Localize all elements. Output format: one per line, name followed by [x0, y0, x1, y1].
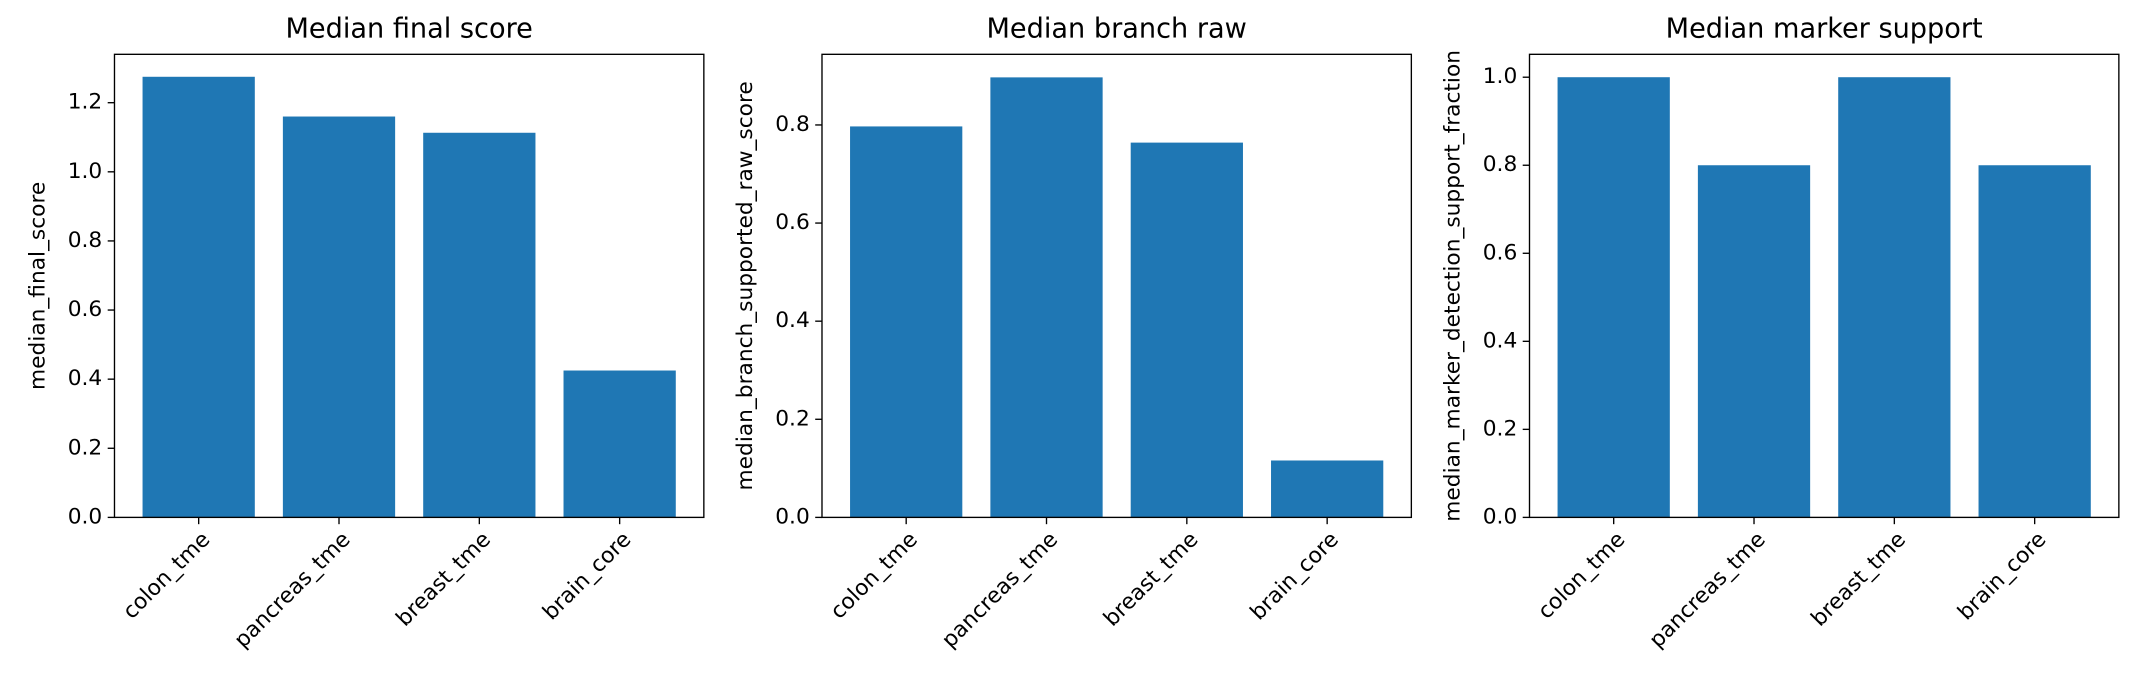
y-tick-label: 1.0	[68, 159, 103, 184]
y-tick-label: 0.8	[1483, 152, 1518, 177]
y-tick-label: 0.0	[1483, 504, 1518, 529]
y-tick-label: 0.4	[68, 366, 103, 391]
bar	[990, 77, 1103, 518]
x-tick-label: brain_core	[1953, 527, 2051, 625]
x-tick-label: colon_tme	[1533, 527, 1630, 624]
y-tick-label: 0.2	[68, 435, 103, 460]
x-tick-label: breast_tme	[392, 527, 496, 631]
y-tick-label: 0.6	[68, 297, 103, 322]
y-tick-label: 0.0	[775, 504, 810, 529]
bar	[1271, 460, 1384, 518]
bar	[1838, 77, 1951, 518]
y-tick-label: 0.6	[775, 210, 810, 235]
y-tick-label: 0.6	[1483, 240, 1518, 265]
bar	[850, 126, 963, 518]
x-tick-label: pancreas_tme	[1645, 527, 1771, 653]
chart-title: Median final score	[285, 13, 532, 44]
bar	[142, 76, 255, 518]
y-axis-label: median_final_score	[25, 182, 50, 390]
x-tick-label: colon_tme	[118, 527, 215, 624]
y-axis-label: median_branch_supported_raw_score	[733, 81, 758, 490]
axes-frame	[821, 53, 1413, 519]
y-tick-label: 1.0	[1483, 64, 1518, 89]
y-axis-label: median_marker_detection_support_fraction	[1440, 50, 1465, 522]
bar	[423, 132, 536, 518]
y-tick-label: 1.2	[68, 90, 103, 115]
y-tick-label: 0.4	[1483, 328, 1518, 353]
x-tick-label: breast_tme	[1099, 527, 1203, 631]
x-tick-label: pancreas_tme	[230, 527, 356, 653]
x-tick-label: brain_core	[1246, 527, 1344, 625]
bar	[1557, 77, 1670, 518]
y-tick-label: 0.0	[68, 504, 103, 529]
chart-title: Median marker support	[1666, 13, 1983, 44]
x-tick-label: colon_tme	[826, 527, 923, 624]
bar	[563, 370, 676, 518]
y-tick-label: 0.2	[1483, 416, 1518, 441]
axes-frame	[113, 53, 705, 519]
x-tick-label: brain_core	[538, 527, 636, 625]
bar	[1697, 165, 1811, 518]
axes-frame	[1528, 53, 2120, 519]
y-tick-label: 0.2	[775, 406, 810, 431]
x-tick-label: breast_tme	[1807, 527, 1911, 631]
chart-title: Median branch raw	[987, 13, 1247, 44]
y-tick-label: 0.8	[775, 112, 810, 137]
bar	[1130, 142, 1243, 518]
y-tick-label: 0.4	[775, 308, 810, 333]
y-tick-label: 0.8	[68, 228, 103, 253]
bar	[282, 116, 396, 518]
bar	[1978, 165, 2091, 518]
x-tick-label: pancreas_tme	[937, 527, 1063, 653]
